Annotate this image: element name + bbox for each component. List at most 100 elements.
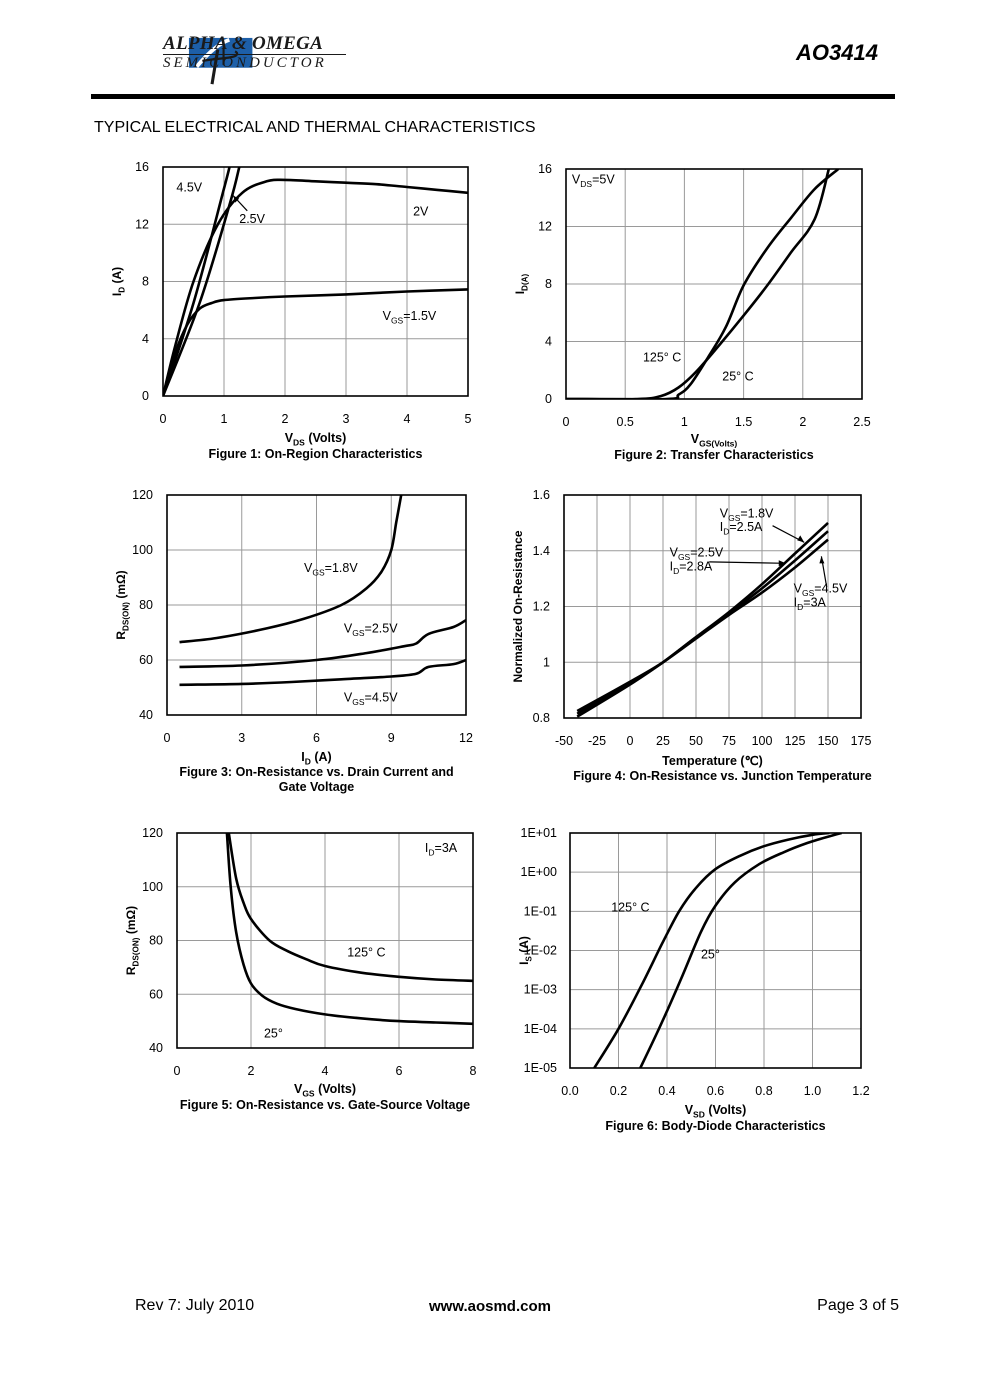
chart-annotation: 25° C (722, 369, 753, 383)
chart-annotation: ID​=3A (425, 841, 458, 858)
x-tick-label: 0 (160, 412, 167, 426)
chart-annotation: VGS​=2.5V (344, 622, 398, 639)
chart-annotation: 125° C (347, 946, 385, 960)
series-line-4 (163, 288, 468, 396)
plot-frame (176, 832, 474, 1049)
x-axis-label: VDS​ (Volts) (285, 431, 347, 448)
y-tick-label: 1E-01 (524, 904, 557, 918)
y-tick-label: 40 (139, 708, 153, 722)
y-tick-label: 60 (139, 653, 153, 667)
chart-annotation: 125° C (611, 900, 649, 914)
y-tick-label: 0.8 (533, 711, 550, 725)
x-tick-label: 9 (388, 731, 395, 745)
series-line-2 (639, 833, 842, 1068)
figure-caption-line2: Gate Voltage (279, 780, 355, 794)
x-tick-label: 2 (799, 415, 806, 429)
x-tick-label: 50 (689, 734, 703, 748)
series-line-1 (227, 833, 473, 983)
chart-annotation: ID​=3A (794, 596, 827, 613)
chart-annotation: VGS​=1.8V (304, 561, 358, 578)
y-tick-label: 8 (545, 277, 552, 291)
x-tick-label: 0 (563, 415, 570, 429)
chart-annotation: 25° (701, 947, 720, 961)
x-tick-label: 4 (404, 412, 411, 426)
chart-annotation: 4.5V (176, 180, 202, 194)
x-axis-label: VGS(Volts)​ (691, 432, 738, 449)
x-tick-label: 4 (322, 1064, 329, 1078)
part-number: AO3414 (796, 40, 878, 65)
chart-annotation: 125° C (643, 351, 681, 365)
series-line-3 (576, 538, 829, 713)
x-tick-label: 0.5 (617, 415, 634, 429)
x-tick-label: 5 (465, 412, 472, 426)
chart-annotation: 2V (413, 205, 429, 219)
y-axis-label: RDS(ON)​ (mΩ) (114, 570, 130, 639)
x-tick-label: 150 (818, 734, 839, 748)
fig4-pointers (709, 525, 828, 588)
y-axis-label: ID​ (A) (110, 267, 126, 296)
y-tick-label: 1E+00 (521, 865, 558, 879)
x-tick-label: 1 (221, 412, 228, 426)
logo-underline (163, 54, 346, 55)
y-tick-label: 80 (149, 934, 163, 948)
series-line-2 (179, 618, 466, 669)
chart-5: 0 2 4 6 8 40 60 80 100 120 ID​=3A 125° C 25° VGS​ (Vo… (124, 826, 477, 1112)
figure-caption: Figure 4: On-Resistance vs. Junction Tem… (573, 769, 872, 783)
chart-annotation: 25° (264, 1026, 283, 1040)
footer-page-number: Page 3 of 5 (817, 1297, 899, 1314)
figure-caption: Figure 2: Transfer Characteristics (614, 448, 813, 462)
x-tick-label: 12 (459, 731, 473, 745)
y-tick-label: 0 (142, 389, 149, 403)
y-tick-label: 16 (538, 162, 552, 176)
y-axis-label: IS​ (A) (517, 936, 533, 965)
x-tick-label: 3 (343, 412, 350, 426)
x-axis-label: ID​ (A) (301, 750, 331, 767)
chart-annotation: ID​=2.8A (670, 559, 713, 576)
series-line-2 (225, 833, 473, 1026)
figure-caption: Figure 5: On-Resistance vs. Gate-Source … (180, 1098, 470, 1112)
x-tick-label: 6 (396, 1064, 403, 1078)
x-tick-label: 0.2 (610, 1084, 627, 1098)
x-tick-label: 6 (313, 731, 320, 745)
x-tick-label: 0 (627, 734, 634, 748)
company-subtitle: SEMICONDUCTOR (163, 55, 327, 71)
x-tick-label: -50 (555, 734, 573, 748)
chart-annotation: VGS​=1.5V (383, 309, 437, 326)
x-tick-label: 25 (656, 734, 670, 748)
y-tick-label: 1.6 (533, 488, 550, 502)
chart-annotation: VGS​=2.5V (670, 545, 724, 562)
chart-annotation: ID​=2.5A (720, 520, 763, 537)
series-line-3 (179, 658, 466, 687)
chart-annotation: 2.5V (239, 212, 265, 226)
header-rule (91, 94, 895, 99)
x-tick-label: 1 (681, 415, 688, 429)
y-tick-label: 4 (142, 332, 149, 346)
footer-website[interactable]: www.aosmd.com (429, 1298, 551, 1315)
y-tick-label: 1 (543, 655, 550, 669)
x-tick-label: 1.0 (804, 1084, 821, 1098)
x-tick-label: 0.8 (755, 1084, 772, 1098)
x-tick-label: 2 (282, 412, 289, 426)
y-tick-label: 1E-05 (524, 1061, 557, 1075)
footer-revision: Rev 7: July 2010 (135, 1297, 255, 1314)
x-axis-label: VGS​ (Volts) (294, 1082, 356, 1099)
company-logo (188, 37, 253, 85)
y-tick-label: 12 (538, 220, 552, 234)
plot-frame (162, 166, 469, 397)
y-tick-label: 1E-04 (524, 1022, 557, 1036)
section-title: TYPICAL ELECTRICAL AND THERMAL CHARACTER… (94, 119, 536, 136)
y-tick-label: 80 (139, 598, 153, 612)
y-tick-label: 1E-02 (524, 944, 557, 958)
plot-frame (569, 832, 862, 1069)
figure-caption: Figure 1: On-Region Characteristics (209, 447, 423, 461)
y-tick-label: 120 (142, 826, 163, 840)
x-tick-label: 8 (470, 1064, 477, 1078)
series-line-2 (163, 167, 241, 396)
plot-frame (563, 494, 862, 719)
x-tick-label: 1.5 (735, 415, 752, 429)
y-tick-label: 1E-03 (524, 983, 557, 997)
x-tick-label: 125 (785, 734, 806, 748)
series-line-1 (593, 833, 830, 1068)
chart-2: 0 0.5 1 1.5 2 2.5 0 4 8 12 16 VDS​=5V 125° C 25° C VGS… (513, 162, 871, 462)
x-tick-label: 75 (722, 734, 736, 748)
